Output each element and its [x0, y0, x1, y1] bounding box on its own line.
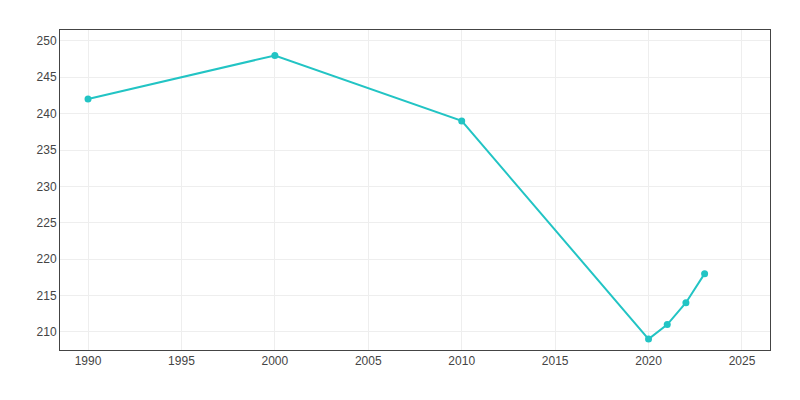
- svg-text:245: 245: [37, 70, 57, 84]
- svg-text:240: 240: [37, 107, 57, 121]
- svg-text:2015: 2015: [542, 354, 569, 368]
- svg-text:210: 210: [37, 325, 57, 339]
- svg-text:2025: 2025: [729, 354, 756, 368]
- svg-text:215: 215: [37, 289, 57, 303]
- svg-text:2020: 2020: [635, 354, 662, 368]
- svg-text:1995: 1995: [168, 354, 195, 368]
- svg-text:2010: 2010: [448, 354, 475, 368]
- svg-text:250: 250: [37, 34, 57, 48]
- svg-text:225: 225: [37, 216, 57, 230]
- svg-text:220: 220: [37, 252, 57, 266]
- svg-text:1990: 1990: [75, 354, 102, 368]
- svg-text:235: 235: [37, 143, 57, 157]
- svg-text:2005: 2005: [355, 354, 382, 368]
- svg-text:230: 230: [37, 180, 57, 194]
- svg-text:2000: 2000: [262, 354, 289, 368]
